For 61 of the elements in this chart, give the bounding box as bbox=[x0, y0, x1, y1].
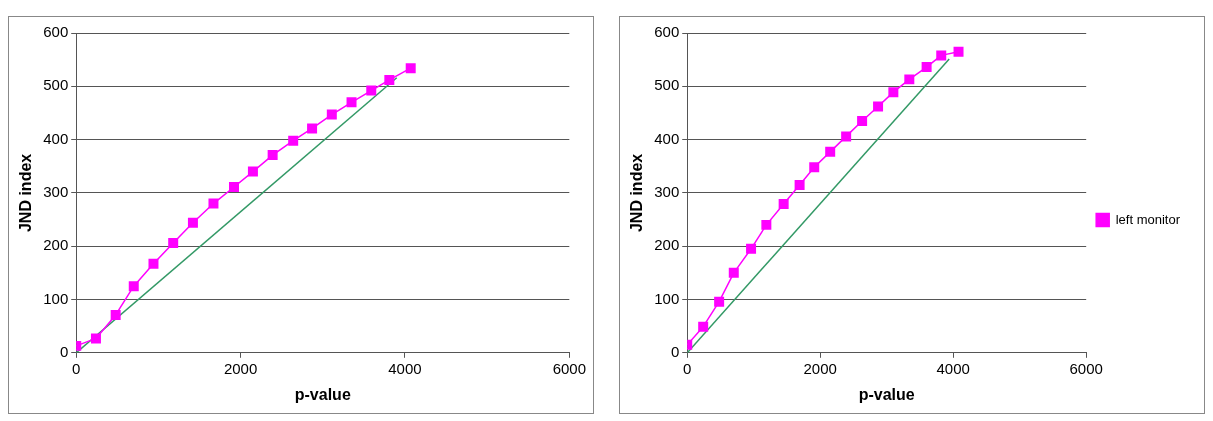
x-tick-label: 0 bbox=[683, 359, 692, 377]
y-tick-label: 300 bbox=[43, 183, 69, 201]
y-tick-label: 300 bbox=[654, 183, 680, 201]
y-tick-label: 100 bbox=[43, 289, 69, 307]
point bbox=[110, 309, 121, 320]
point bbox=[888, 87, 899, 98]
y-tick-label: 200 bbox=[43, 236, 69, 254]
x-tick-label: 6000 bbox=[552, 359, 586, 377]
point bbox=[714, 296, 725, 307]
x-tick-label: 4000 bbox=[936, 359, 970, 377]
point bbox=[307, 123, 318, 134]
y-tick-label: 400 bbox=[654, 129, 680, 147]
point bbox=[746, 243, 757, 254]
y-tick-label: 0 bbox=[59, 342, 69, 360]
y-tick-label: 600 bbox=[654, 23, 680, 41]
point bbox=[366, 85, 377, 96]
point bbox=[326, 109, 337, 120]
x-tick-label: 0 bbox=[72, 359, 81, 377]
x-tick-label: 6000 bbox=[1069, 359, 1103, 377]
point bbox=[761, 219, 772, 230]
point bbox=[953, 46, 964, 57]
point bbox=[778, 199, 789, 210]
point bbox=[267, 150, 278, 161]
point bbox=[809, 162, 820, 173]
y-tick-label: 0 bbox=[670, 342, 680, 360]
point bbox=[346, 97, 357, 108]
point bbox=[904, 74, 915, 85]
x-tick-label: 2000 bbox=[803, 359, 837, 377]
point bbox=[857, 115, 868, 126]
point bbox=[187, 217, 198, 228]
point bbox=[936, 50, 947, 61]
y-tick-label: 600 bbox=[43, 23, 69, 41]
point bbox=[128, 281, 139, 292]
point bbox=[229, 182, 240, 193]
y-tick-label: 100 bbox=[654, 289, 680, 307]
legend-label: left monitor bbox=[1115, 211, 1181, 227]
x-axis-title: p-value bbox=[858, 385, 915, 403]
point bbox=[698, 321, 709, 332]
y-tick-label: 400 bbox=[43, 129, 69, 147]
point bbox=[247, 166, 258, 177]
point bbox=[405, 63, 416, 74]
y-tick-label: 200 bbox=[654, 236, 680, 254]
y-tick-label: 500 bbox=[43, 76, 69, 94]
point bbox=[288, 135, 299, 146]
point bbox=[90, 333, 101, 344]
x-tick-label: 4000 bbox=[388, 359, 422, 377]
point bbox=[384, 74, 395, 85]
point bbox=[794, 179, 805, 190]
point bbox=[208, 198, 219, 209]
x-axis-title: p-value bbox=[294, 385, 351, 403]
point bbox=[148, 258, 159, 269]
y-axis-title: JND index bbox=[628, 153, 646, 233]
point bbox=[873, 101, 884, 112]
point bbox=[841, 131, 852, 142]
point bbox=[168, 238, 179, 248]
point bbox=[728, 267, 739, 278]
point bbox=[921, 62, 932, 73]
y-tick-label: 500 bbox=[654, 76, 680, 94]
y-axis-title: JND index bbox=[17, 153, 35, 233]
x-tick-label: 2000 bbox=[223, 359, 258, 377]
point bbox=[825, 146, 836, 157]
